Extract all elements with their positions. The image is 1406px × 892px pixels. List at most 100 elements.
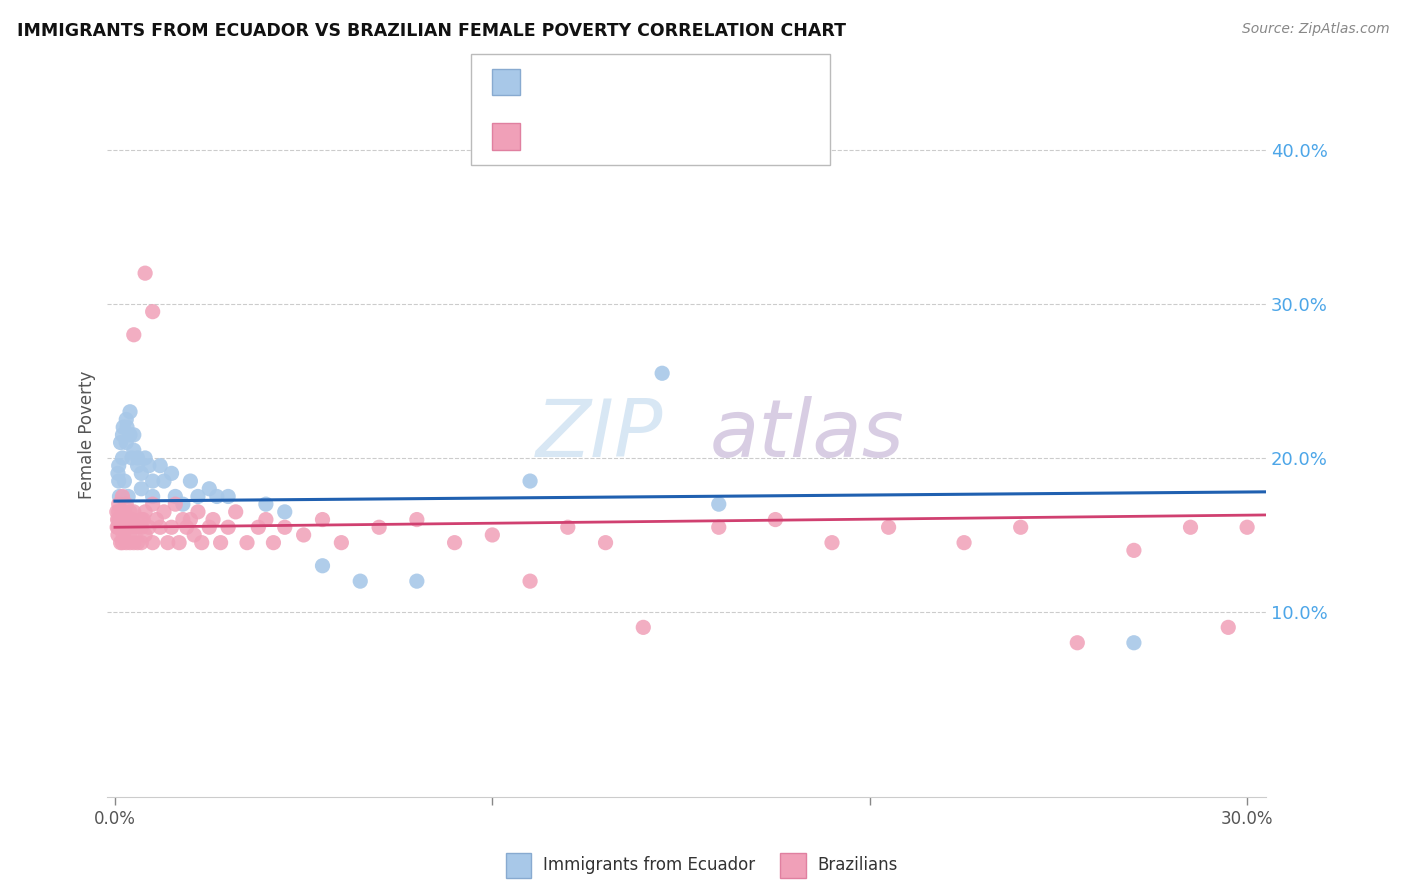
Point [115, 512, 138, 526]
Point [107, 512, 129, 526]
Point [122, 535, 145, 549]
Point [138, 458, 160, 473]
Point [198, 520, 221, 534]
Point [349, 574, 371, 589]
Point [118, 535, 141, 549]
Point [131, 512, 153, 526]
Point [107, 505, 129, 519]
Point [107, 458, 129, 473]
Point [110, 535, 132, 549]
Point [111, 490, 134, 504]
Point [107, 474, 129, 488]
Text: R =  0.013  N = 93: R = 0.013 N = 93 [531, 128, 702, 145]
Point [183, 528, 205, 542]
Point [115, 435, 138, 450]
Point [311, 558, 333, 573]
Point [142, 490, 165, 504]
Point [311, 512, 333, 526]
Point [134, 266, 156, 280]
Text: Immigrants from Ecuador: Immigrants from Ecuador [543, 856, 755, 874]
Point [122, 428, 145, 442]
Text: atlas: atlas [710, 396, 904, 474]
Point [115, 420, 138, 434]
Point [111, 450, 134, 465]
Point [115, 497, 138, 511]
Point [821, 535, 844, 549]
Point [117, 512, 139, 526]
Point [1180, 520, 1202, 534]
Point [172, 512, 194, 526]
Point [134, 505, 156, 519]
Point [110, 520, 132, 534]
Point [115, 520, 138, 534]
Point [198, 482, 221, 496]
Point [519, 474, 541, 488]
Point [165, 490, 187, 504]
Point [254, 497, 277, 511]
Point [160, 520, 183, 534]
Point [179, 474, 201, 488]
Point [225, 505, 247, 519]
Point [149, 520, 172, 534]
Point [121, 512, 143, 526]
Point [519, 574, 541, 589]
Point [108, 512, 131, 526]
Point [953, 535, 976, 549]
Text: Brazilians: Brazilians [817, 856, 897, 874]
Point [131, 467, 153, 481]
Point [118, 405, 141, 419]
Point [111, 428, 134, 442]
Point [274, 520, 297, 534]
Point [122, 443, 145, 458]
Point [202, 512, 225, 526]
Point [127, 458, 149, 473]
Text: R = 0.005  N = 45: R = 0.005 N = 45 [531, 73, 696, 91]
Point [111, 505, 134, 519]
Point [209, 535, 232, 549]
Point [172, 497, 194, 511]
Point [107, 512, 129, 526]
Text: Source: ZipAtlas.com: Source: ZipAtlas.com [1241, 22, 1389, 37]
Point [107, 528, 129, 542]
Point [292, 528, 315, 542]
Point [1066, 636, 1088, 650]
Point [145, 512, 167, 526]
Point [132, 512, 155, 526]
Point [131, 482, 153, 496]
Point [105, 520, 128, 534]
Point [217, 490, 239, 504]
Point [156, 535, 179, 549]
Point [274, 505, 297, 519]
Point [127, 520, 149, 534]
Point [165, 497, 187, 511]
Point [167, 535, 190, 549]
Point [122, 327, 145, 342]
Point [153, 474, 176, 488]
Point [118, 520, 141, 534]
Point [131, 520, 153, 534]
Text: IMMIGRANTS FROM ECUADOR VS BRAZILIAN FEMALE POVERTY CORRELATION CHART: IMMIGRANTS FROM ECUADOR VS BRAZILIAN FEM… [17, 22, 846, 40]
Point [127, 450, 149, 465]
Point [111, 512, 134, 526]
Point [179, 512, 201, 526]
Point [254, 512, 277, 526]
Point [481, 528, 503, 542]
Point [105, 505, 128, 519]
Point [1122, 636, 1144, 650]
Point [405, 512, 427, 526]
Point [205, 490, 228, 504]
Point [877, 520, 900, 534]
Y-axis label: Female Poverty: Female Poverty [79, 371, 96, 499]
Point [142, 304, 165, 318]
Point [330, 535, 353, 549]
Point [187, 505, 209, 519]
Point [368, 520, 391, 534]
Point [405, 574, 427, 589]
Point [131, 535, 153, 549]
Point [117, 490, 139, 504]
Point [115, 412, 138, 426]
Point [110, 512, 132, 526]
Point [149, 458, 172, 473]
Point [1236, 520, 1258, 534]
Point [111, 535, 134, 549]
